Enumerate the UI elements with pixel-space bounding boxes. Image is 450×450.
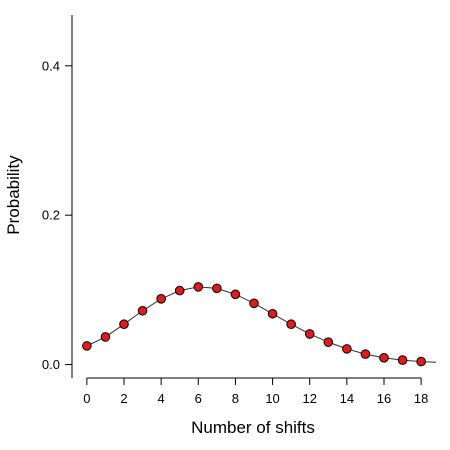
data-point [379, 353, 389, 363]
x-tick-label: 16 [377, 391, 391, 406]
data-point [230, 289, 241, 300]
data-point [249, 298, 259, 309]
data-point [416, 356, 426, 367]
x-tick-label: 4 [158, 391, 165, 406]
data-point [82, 341, 92, 351]
y-axis: 0.0 0.2 0.4 [42, 15, 73, 378]
x-tick-label: 2 [120, 391, 127, 406]
data-point [212, 283, 222, 294]
data-point [267, 308, 278, 319]
x-axis-title: Number of shifts [191, 418, 315, 437]
x-tick-label: 14 [340, 391, 354, 406]
x-tick-label: 10 [265, 391, 279, 406]
x-tick-label: 0 [83, 391, 90, 406]
x-tick-label: 6 [195, 391, 202, 406]
y-axis-title: Probability [4, 155, 23, 235]
data-point [193, 282, 204, 292]
y-tick-label: 0.2 [42, 208, 60, 223]
x-tick-label: 12 [302, 391, 316, 406]
y-tick-label: 0.0 [42, 357, 60, 372]
x-tick-label: 18 [414, 391, 428, 406]
data-point [286, 319, 296, 330]
y-tick-label: 0.4 [42, 58, 60, 73]
data-point [360, 349, 371, 359]
data-point [119, 319, 129, 330]
x-tick-label: 8 [232, 391, 239, 406]
data-point [342, 344, 352, 354]
series-line [86, 286, 437, 363]
data-point [100, 332, 111, 342]
data-point [137, 305, 148, 316]
data-point [323, 337, 334, 347]
data-point [156, 294, 166, 304]
x-axis: 0 2 4 6 8 10 12 14 16 18 [83, 377, 428, 406]
series [82, 282, 437, 367]
data-point [304, 329, 315, 339]
data-point [174, 285, 185, 296]
data-point [397, 355, 408, 365]
